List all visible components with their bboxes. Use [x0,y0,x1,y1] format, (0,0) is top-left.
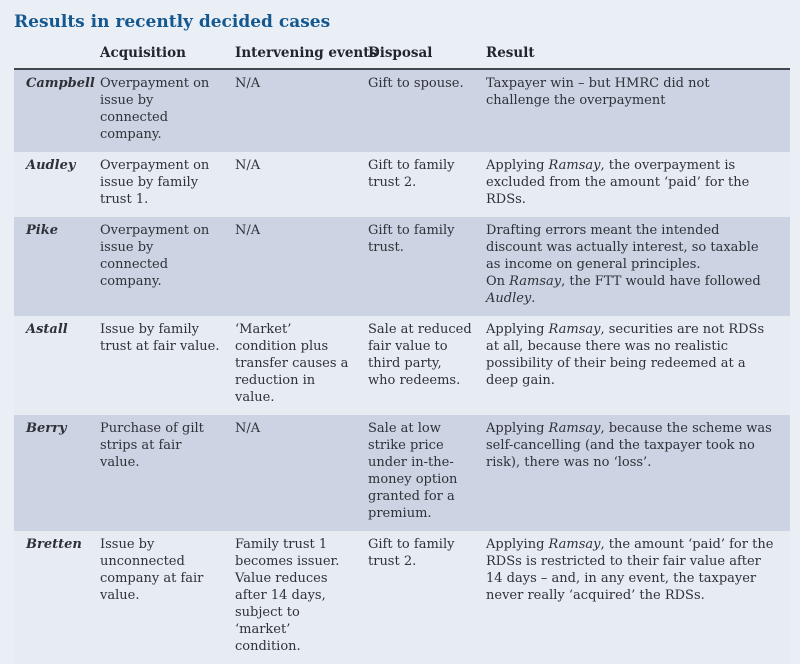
table-header: Acquisition Intervening events Disposal … [14,45,790,70]
result-cell: Applying Ramsay, the amount ‘paid’ for t… [486,531,790,664]
case-name-cell: Campbell [26,76,95,91]
acquisition-cell: Issue by unconnected company at fair val… [100,537,204,603]
disposal-cell: Gift to family trust 2. [368,537,455,569]
disposal-cell: Gift to spouse. [368,76,464,91]
page-title: Results in recently decided cases [14,12,331,32]
acquisition-cell: Overpayment on issue by family trust 1. [100,158,210,207]
result-cell: Applying Ramsay, the overpayment is excl… [486,152,790,217]
result-paragraph: Applying Ramsay, because the scheme was … [486,421,772,470]
cases-table: Acquisition Intervening events Disposal … [14,45,790,664]
result-paragraph: Drafting errors meant the intended disco… [486,223,759,272]
disposal-cell: Sale at reduced fair value to third part… [368,322,472,388]
col-header-disposal: Disposal [368,45,486,70]
header-row: Acquisition Intervening events Disposal … [14,45,790,70]
table-row: Campbell Overpayment on issue by connecte… [14,69,790,152]
col-header-acquisition: Acquisition [100,45,235,70]
result-paragraph: On Ramsay, the FTT would have followed A… [486,274,761,306]
result-paragraph: Applying Ramsay, the amount ‘paid’ for t… [486,537,774,603]
table-row: Berry Purchase of gilt strips at fair val… [14,415,790,531]
disposal-cell: Gift to family trust. [368,223,455,255]
disposal-cell: Sale at low strike price under in-the-mo… [368,421,458,521]
acquisition-cell: Purchase of gilt strips at fair value. [100,421,204,470]
case-reference: Audley [486,291,532,306]
intervening-events-cell: N/A [235,158,261,173]
case-reference: Ramsay [548,322,601,337]
intervening-events-cell: ‘Market’ condition plus transfer causes … [235,322,349,405]
result-paragraph: Taxpayer win – but HMRC did not challeng… [486,76,710,108]
col-header-intervening-events: Intervening events [235,45,377,70]
result-paragraph: Applying Ramsay, securities are not RDSs… [486,322,765,388]
intervening-events-cell: N/A [235,223,261,238]
table-body: Campbell Overpayment on issue by connecte… [14,69,790,664]
case-name-cell: Bretten [26,537,82,552]
case-reference: Ramsay [548,421,601,436]
case-reference: Ramsay [509,274,562,289]
col-header-result: Result [486,45,790,70]
table-row: Pike Overpayment on issue by connected co… [14,217,790,316]
result-cell: Applying Ramsay, because the scheme was … [486,415,790,531]
table-row: Audley Overpayment on issue by family tru… [14,152,790,217]
intervening-events-cell: Family trust 1 becomes issuer. Value red… [235,537,340,654]
case-reference: Ramsay [548,537,601,552]
acquisition-cell: Issue by family trust at fair value. [100,322,220,354]
case-name-cell: Berry [26,421,67,436]
result-cell: Taxpayer win – but HMRC did not challeng… [486,69,790,152]
case-name-cell: Pike [26,223,58,238]
case-name-cell: Audley [26,158,76,173]
intervening-events-cell: N/A [235,76,261,91]
col-header-case [14,45,100,70]
result-cell: Applying Ramsay, securities are not RDSs… [486,316,790,415]
case-name-cell: Astall [26,322,68,337]
intervening-events-cell: N/A [235,421,261,436]
acquisition-cell: Overpayment on issue by connected compan… [100,76,210,142]
case-reference: Ramsay [548,158,601,173]
table-row: Astall Issue by family trust at fair valu… [14,316,790,415]
result-cell: Drafting errors meant the intended disco… [486,217,790,316]
table-row: Bretten Issue by unconnected company at f… [14,531,790,664]
result-paragraph: Applying Ramsay, the overpayment is excl… [486,158,750,207]
disposal-cell: Gift to family trust 2. [368,158,455,190]
acquisition-cell: Overpayment on issue by connected compan… [100,223,210,289]
